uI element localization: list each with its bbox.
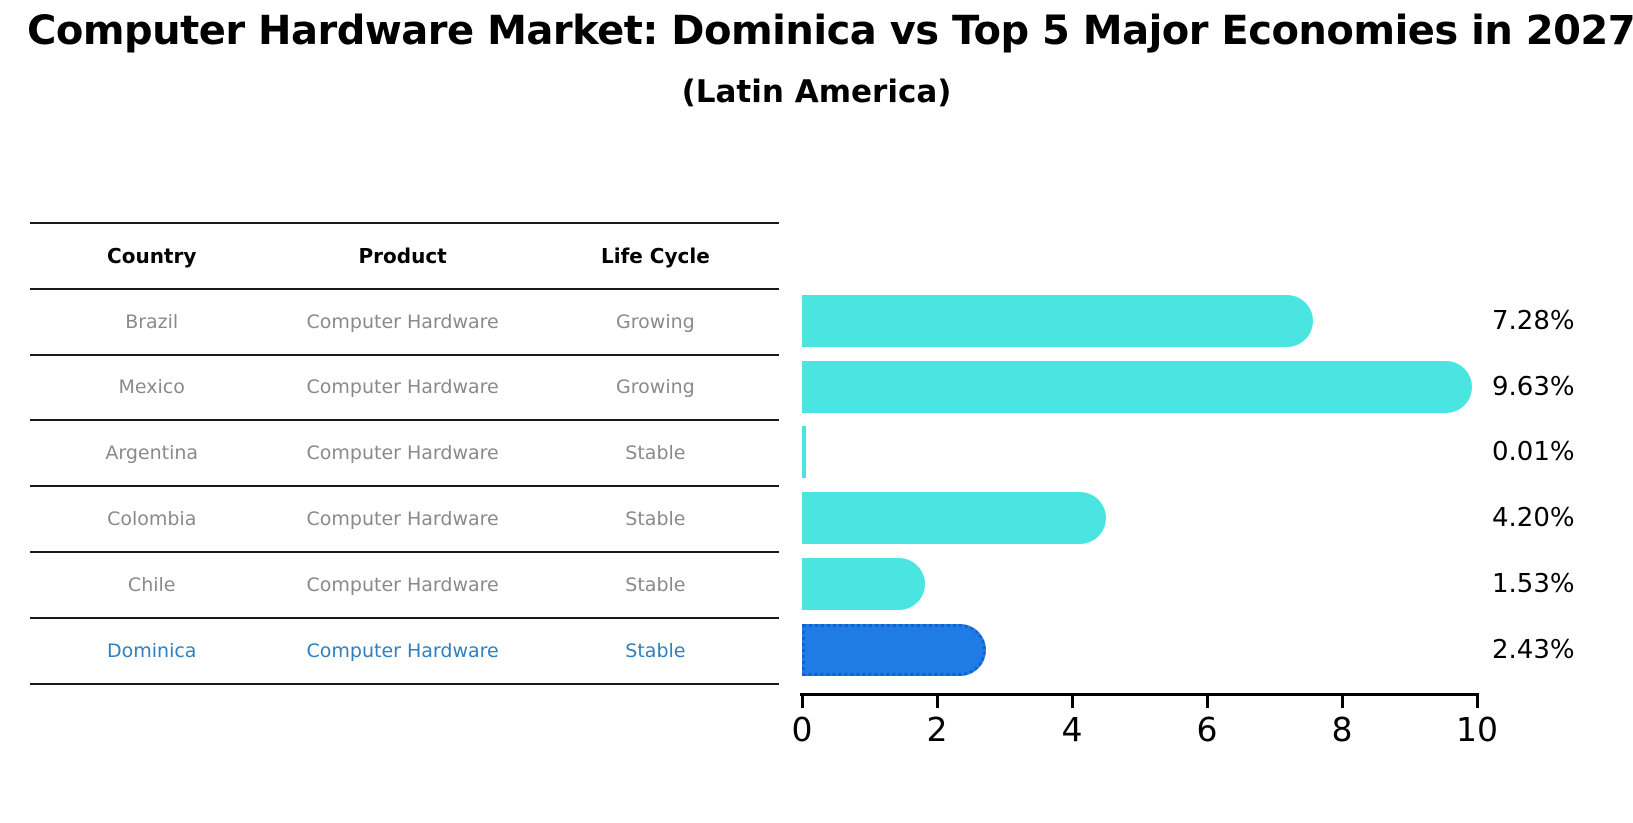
table-header-row: Country Product Life Cycle bbox=[30, 224, 779, 290]
table-row-brazil: Brazil Computer Hardware Growing bbox=[30, 290, 779, 356]
x-tick-label-2: 2 bbox=[926, 710, 948, 749]
cell-product: Computer Hardware bbox=[306, 376, 499, 399]
cell-life-cycle: Stable bbox=[625, 573, 686, 596]
column-header-country: Country bbox=[107, 243, 197, 268]
value-label-mexico: 9.63% bbox=[1492, 371, 1575, 402]
x-tick-0 bbox=[800, 695, 804, 708]
table-row-chile: Chile Computer Hardware Stable bbox=[30, 553, 779, 619]
bar-argentina bbox=[802, 426, 806, 479]
x-tick-2 bbox=[935, 695, 939, 708]
table-row-dominica: Dominica Computer Hardware Stable bbox=[30, 619, 779, 685]
bar-chile bbox=[802, 557, 925, 610]
cell-life-cycle: Stable bbox=[625, 442, 686, 465]
value-label-brazil: 7.28% bbox=[1492, 305, 1575, 336]
x-tick-4 bbox=[1070, 695, 1074, 708]
column-header-life-cycle: Life Cycle bbox=[600, 243, 710, 268]
table-body: Brazil Computer Hardware Growing Mexico Comp… bbox=[30, 290, 779, 685]
bar-mexico bbox=[802, 360, 1472, 413]
chart-subtitle: (Latin America) bbox=[681, 74, 952, 110]
x-tick-label-4: 4 bbox=[1061, 710, 1083, 749]
x-tick-label-10: 10 bbox=[1456, 710, 1498, 749]
x-tick-label-0: 0 bbox=[791, 710, 813, 749]
bar-colombia bbox=[802, 492, 1106, 545]
x-axis-line bbox=[800, 693, 1479, 696]
bar-dominica bbox=[802, 623, 986, 676]
table-row-mexico: Mexico Computer Hardware Growing bbox=[30, 356, 779, 422]
cell-life-cycle: Growing bbox=[616, 310, 695, 333]
cell-life-cycle: Stable bbox=[625, 508, 686, 531]
value-label-chile: 1.53% bbox=[1492, 568, 1575, 599]
cell-product: Computer Hardware bbox=[306, 573, 499, 596]
cell-product: Computer Hardware bbox=[306, 508, 499, 531]
cell-life-cycle: Stable bbox=[625, 639, 686, 662]
x-tick-label-8: 8 bbox=[1331, 710, 1353, 749]
cell-country: Argentina bbox=[105, 442, 199, 465]
cell-country: Mexico bbox=[118, 376, 185, 399]
cell-product: Computer Hardware bbox=[306, 639, 499, 662]
cell-country: Brazil bbox=[125, 310, 179, 333]
cell-country: Chile bbox=[127, 573, 176, 596]
value-label-colombia: 4.20% bbox=[1492, 503, 1575, 534]
table-row-argentina: Argentina Computer Hardware Stable bbox=[30, 421, 779, 488]
value-label-dominica: 2.43% bbox=[1492, 634, 1575, 665]
x-tick-6 bbox=[1205, 695, 1209, 708]
cell-product: Computer Hardware bbox=[306, 442, 499, 465]
cell-country: Colombia bbox=[107, 508, 197, 531]
bar-brazil bbox=[802, 294, 1313, 347]
country-table: Country Product Life Cycle Brazil Compute… bbox=[30, 222, 779, 685]
x-tick-10 bbox=[1475, 695, 1479, 708]
cell-product: Computer Hardware bbox=[306, 310, 499, 333]
column-header-product: Product bbox=[358, 243, 447, 268]
cell-life-cycle: Growing bbox=[616, 376, 695, 399]
chart-title: Computer Hardware Market: Dominica vs To… bbox=[27, 8, 1633, 54]
value-label-argentina: 0.01% bbox=[1492, 437, 1575, 468]
x-tick-8 bbox=[1340, 695, 1344, 708]
cell-country: Dominica bbox=[106, 639, 197, 662]
table-row-colombia: Colombia Computer Hardware Stable bbox=[30, 487, 779, 553]
x-tick-label-6: 6 bbox=[1196, 710, 1218, 749]
